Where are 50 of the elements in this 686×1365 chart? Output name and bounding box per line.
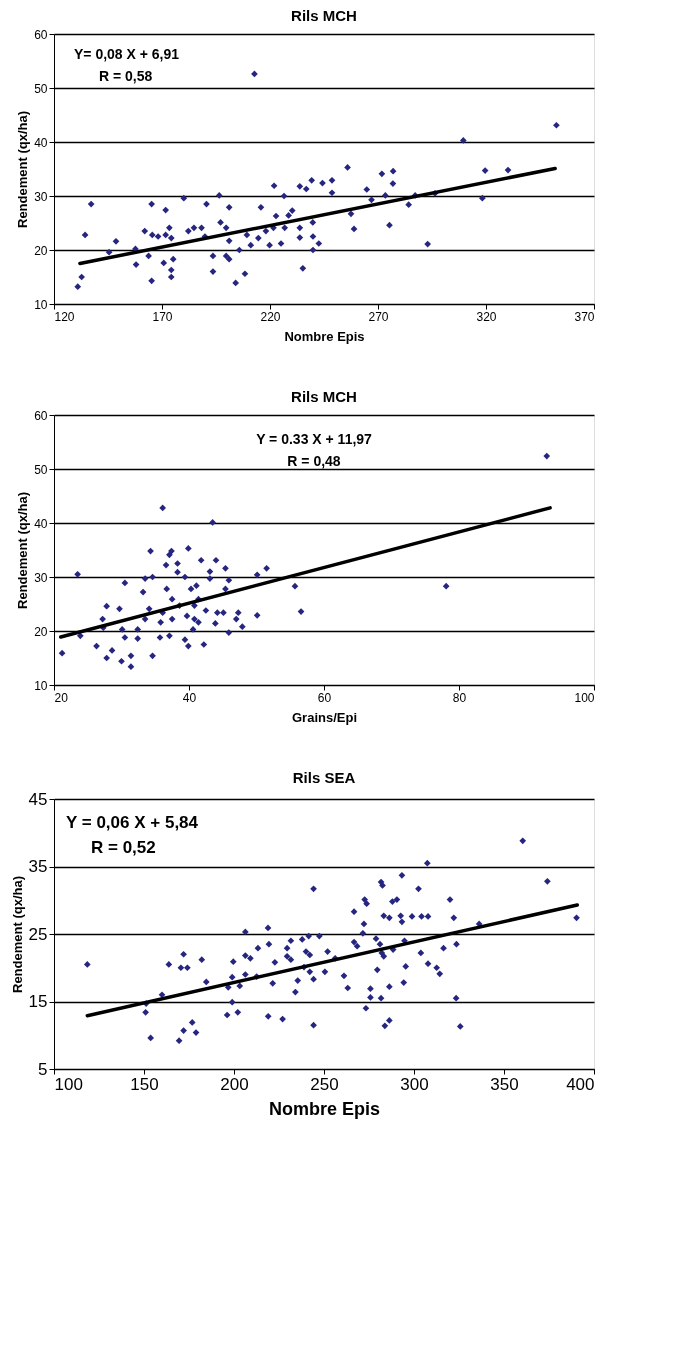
- y-tick-label: 30: [34, 570, 48, 585]
- y-tick-label: 15: [28, 992, 48, 1011]
- y-axis-title: Rendement (qx/ha): [15, 491, 31, 610]
- x-tick-label: 220: [260, 309, 281, 324]
- annotation: R = 0,58: [99, 68, 153, 84]
- y-tick-label: 50: [34, 462, 48, 477]
- x-axis-title: Grains/Epi: [291, 709, 358, 725]
- annotation: Y = 0.33 X + 11,97: [256, 431, 373, 447]
- y-tick-label: 50: [34, 81, 48, 96]
- x-tick-label: 150: [130, 1074, 159, 1094]
- x-tick-label: 120: [54, 309, 75, 324]
- chart-title: Rils MCH: [291, 388, 357, 405]
- y-tick-label: 25: [28, 924, 48, 944]
- y-tick-label: 35: [28, 857, 48, 876]
- x-tick-label: 320: [476, 309, 497, 324]
- x-tick-label: 400: [566, 1074, 595, 1094]
- x-tick-label: 100: [54, 1074, 83, 1094]
- y-tick-label: 10: [34, 678, 48, 693]
- chart-title: Rils SEA: [292, 769, 356, 786]
- x-tick-label: 300: [400, 1074, 429, 1094]
- x-tick-label: 250: [310, 1074, 339, 1094]
- y-tick-label: 20: [34, 243, 48, 258]
- y-tick-label: 60: [34, 27, 48, 42]
- y-axis-title: Rendement (qx/ha): [9, 875, 25, 994]
- x-tick-label: 270: [368, 309, 389, 324]
- x-axis-title: Nombre Epis: [268, 1098, 381, 1119]
- x-tick-label: 60: [317, 690, 332, 705]
- y-tick-label: 40: [34, 516, 48, 531]
- x-tick-label: 170: [152, 309, 173, 324]
- x-tick-label: 80: [452, 690, 467, 705]
- y-tick-label: 45: [28, 789, 48, 809]
- x-tick-label: 100: [574, 690, 595, 705]
- y-axis-title: Rendement (qx/ha): [15, 110, 31, 229]
- annotation: R = 0,52: [91, 838, 156, 857]
- x-tick-label: 350: [490, 1074, 519, 1094]
- annotation: Y= 0,08 X + 6,91: [74, 46, 180, 62]
- x-tick-label: 40: [182, 690, 197, 705]
- chart-title: Rils MCH: [291, 7, 357, 24]
- x-tick-label: 370: [574, 309, 595, 324]
- y-tick-label: 10: [34, 297, 48, 312]
- y-tick-label: 30: [34, 189, 48, 204]
- y-tick-label: 40: [34, 135, 48, 150]
- annotation: R = 0,48: [287, 453, 341, 469]
- y-tick-label: 5: [38, 1059, 48, 1079]
- x-tick-label: 200: [220, 1074, 249, 1094]
- x-axis-title: Nombre Epis: [284, 328, 365, 344]
- y-tick-label: 20: [34, 624, 48, 639]
- annotation: Y = 0,06 X + 5,84: [66, 813, 199, 832]
- y-tick-label: 60: [34, 408, 48, 423]
- x-tick-label: 20: [54, 690, 69, 705]
